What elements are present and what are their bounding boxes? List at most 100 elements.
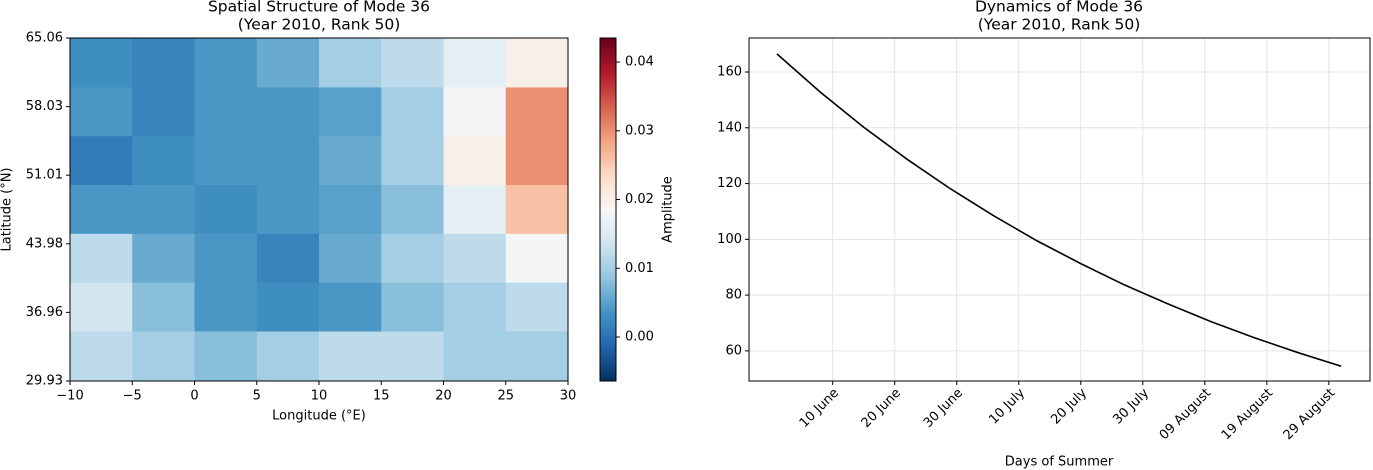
heat-cell xyxy=(256,233,320,284)
heat-cell xyxy=(132,233,195,284)
heat-cell xyxy=(194,87,258,137)
x-tick-label: 10 June xyxy=(797,386,842,431)
heat-cell xyxy=(505,136,569,186)
colorbar-tick-label: 0.01 xyxy=(625,261,654,276)
heat-cell xyxy=(256,38,320,88)
x-tick-label: 20 June xyxy=(859,386,904,431)
heat-cell xyxy=(132,185,195,235)
heat-cell xyxy=(256,136,320,186)
x-tick-label: 20 July xyxy=(1048,385,1090,427)
heat-cell xyxy=(256,87,320,137)
heat-cell xyxy=(70,87,133,137)
chart-subtitle: (Year 2010, Rank 50) xyxy=(238,16,401,34)
heat-cell xyxy=(70,331,133,382)
heat-cell xyxy=(256,185,320,235)
colorbar-tick-label: 0.02 xyxy=(625,192,654,207)
line-series xyxy=(776,53,1342,367)
heat-cell xyxy=(381,331,444,382)
colorbar-tick-label: 0.03 xyxy=(625,123,654,138)
y-tick-label: 36.96 xyxy=(26,305,63,320)
y-tick-label: 58.03 xyxy=(26,99,63,114)
x-tick-label: 25 xyxy=(497,389,514,404)
y-tick-label: 29.93 xyxy=(26,374,63,389)
heat-cell xyxy=(132,136,195,186)
x-tick-label: 20 xyxy=(435,389,452,404)
heat-cell xyxy=(443,185,507,235)
chart-title: Dynamics of Mode 36 xyxy=(975,0,1143,16)
y-tick-label: 120 xyxy=(717,176,742,191)
heat-cell xyxy=(319,87,382,137)
heat-cell xyxy=(381,136,444,186)
x-tick-label: −5 xyxy=(123,389,142,404)
colorbar-tick-label: 0.00 xyxy=(625,330,654,345)
x-tick-label: 30 July xyxy=(1110,385,1152,427)
heat-cell xyxy=(443,136,507,186)
heat-cell xyxy=(505,38,569,88)
heat-cell xyxy=(70,38,133,88)
x-tick-label: 30 xyxy=(560,389,577,404)
x-tick-label: 10 July xyxy=(986,385,1028,427)
heat-cell xyxy=(132,38,195,88)
x-tick-label: −10 xyxy=(56,389,83,404)
chart-title: Spatial Structure of Mode 36 xyxy=(208,0,430,16)
heat-cell xyxy=(381,185,444,235)
y-tick-label: 100 xyxy=(717,232,742,247)
heat-cell xyxy=(319,282,382,332)
y-tick-label: 80 xyxy=(725,288,742,303)
heat-cell xyxy=(505,185,569,235)
heat-cell xyxy=(443,87,507,137)
heat-cell xyxy=(443,233,507,284)
heat-cell xyxy=(381,38,444,88)
heat-cell xyxy=(443,331,507,382)
x-tick-label: 15 xyxy=(373,389,390,404)
y-tick-label: 60 xyxy=(725,343,742,358)
heat-cell xyxy=(132,87,195,137)
x-tick-label: 30 June xyxy=(921,386,966,431)
x-tick-label: 09 August xyxy=(1157,386,1214,443)
colorbar-tick-label: 0.04 xyxy=(625,55,654,70)
heat-cell xyxy=(443,282,507,332)
y-axis-label: Latitude (°N) xyxy=(0,167,15,251)
heat-cell xyxy=(194,136,258,186)
heat-cell xyxy=(132,331,195,382)
x-axis-label: Days of Summer xyxy=(1005,455,1114,470)
x-tick-label: 0 xyxy=(190,389,198,404)
heat-cell xyxy=(194,185,258,235)
heat-cell xyxy=(194,38,258,88)
heat-cell xyxy=(319,38,382,88)
x-axis-label: Longitude (°E) xyxy=(272,409,366,424)
heat-cell xyxy=(381,282,444,332)
heat-cell xyxy=(505,282,569,332)
heat-cell xyxy=(381,87,444,137)
chart-subtitle: (Year 2010, Rank 50) xyxy=(978,16,1141,34)
heat-cell xyxy=(443,38,507,88)
heat-cell xyxy=(319,331,382,382)
colorbar-label: Amplitude xyxy=(661,176,676,243)
heat-cell xyxy=(505,331,569,382)
x-tick-label: 19 August xyxy=(1219,386,1276,443)
heat-cell xyxy=(194,282,258,332)
heat-cell xyxy=(256,282,320,332)
heat-cell xyxy=(256,331,320,382)
heat-cell xyxy=(505,87,569,137)
heat-cell xyxy=(319,233,382,284)
heat-cell xyxy=(194,331,258,382)
heat-cell xyxy=(70,282,133,332)
heat-cell xyxy=(70,185,133,235)
heat-cell xyxy=(70,136,133,186)
y-tick-label: 51.01 xyxy=(26,168,63,183)
x-tick-label: 5 xyxy=(253,389,261,404)
heat-cell xyxy=(319,136,382,186)
heat-cell xyxy=(70,233,133,284)
heat-cell xyxy=(319,185,382,235)
y-tick-label: 65.06 xyxy=(26,31,63,46)
heat-cell xyxy=(505,233,569,284)
y-tick-label: 160 xyxy=(717,65,742,80)
y-tick-label: 140 xyxy=(717,120,742,135)
heat-cell xyxy=(132,282,195,332)
colorbar xyxy=(599,37,617,382)
x-tick-label: 29 August xyxy=(1281,386,1338,443)
x-tick-label: 10 xyxy=(311,389,328,404)
plot-frame xyxy=(748,37,1371,382)
